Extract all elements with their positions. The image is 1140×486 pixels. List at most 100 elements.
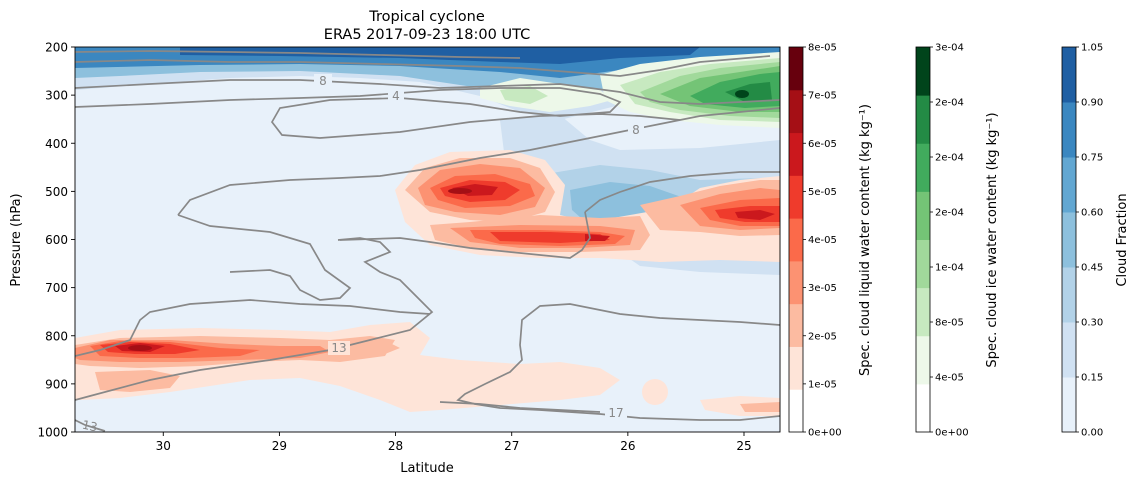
contour-line-mid-5 bbox=[339, 211, 591, 259]
contour-label-bg bbox=[328, 341, 350, 355]
colorbar-frame bbox=[915, 46, 931, 433]
contour-label: 13 bbox=[331, 341, 346, 355]
colorbar-tick-label: 0.00 bbox=[1081, 428, 1103, 439]
y-axis-label: Pressure (hPa) bbox=[9, 193, 24, 286]
contour-label: 17 bbox=[608, 406, 623, 420]
colorbar-tick-label: 0e+00 bbox=[935, 428, 969, 439]
colorbar-tick-label: 0.90 bbox=[1081, 98, 1103, 109]
y-tick-label: 200 bbox=[45, 41, 68, 55]
colorbar-segment bbox=[916, 143, 930, 192]
colorbar-segment bbox=[916, 95, 930, 144]
contour-line-8-right bbox=[177, 107, 780, 216]
contour-line-mid-2 bbox=[75, 237, 434, 401]
x-tick-label: 27 bbox=[504, 439, 519, 453]
contour-label: 8 bbox=[632, 123, 640, 137]
colorbar-tick-label: 1.05 bbox=[1081, 43, 1103, 54]
colorbar-tick-label: 0.45 bbox=[1081, 263, 1103, 274]
contour-label: 8 bbox=[319, 74, 327, 88]
colorbar-ice-water: 0e+00 4e-05 8e-05 1e-04 2e-04 2e-04 2e-04 3e-04 bbox=[915, 43, 969, 439]
colorbar-segment bbox=[789, 303, 803, 347]
liquid-water-upper-core bbox=[448, 188, 472, 194]
colorbar-segment bbox=[789, 89, 803, 134]
x-tick-label: 25 bbox=[736, 439, 751, 453]
y-tick-label: 700 bbox=[45, 281, 68, 295]
colorbar-segment bbox=[916, 383, 930, 433]
colorbar-segment bbox=[1062, 267, 1076, 323]
colorbar-tick-label: 7e-05 bbox=[808, 91, 837, 102]
x-tick-label: 30 bbox=[156, 439, 171, 453]
colorbar-tick-label: 0.30 bbox=[1081, 318, 1103, 329]
x-axis-label: Latitude bbox=[400, 461, 454, 476]
y-tick-label: 600 bbox=[45, 233, 68, 247]
liquid-water-upper-l6 bbox=[452, 184, 775, 241]
y-tick-label: 400 bbox=[45, 137, 68, 151]
colorbar-segment bbox=[916, 287, 930, 337]
colorbar-cloud-fraction-label: Cloud Fraction bbox=[1115, 193, 1130, 286]
y-tick-label: 500 bbox=[45, 185, 68, 199]
colorbar-tick-label: 4e-05 bbox=[808, 235, 837, 246]
colorbar-tick-label: 5e-05 bbox=[808, 187, 837, 198]
colorbar-tick-label: 2e-04 bbox=[935, 98, 964, 109]
colorbar-segment bbox=[1062, 322, 1076, 378]
contour-line-17 bbox=[439, 401, 601, 413]
x-axis-ticks: 30 29 28 27 26 25 bbox=[156, 432, 752, 453]
y-tick-label: 300 bbox=[45, 89, 68, 103]
colorbar-tick-label: 1e-05 bbox=[808, 379, 837, 390]
contour-label-bg bbox=[388, 89, 404, 103]
liquid-water-blob bbox=[642, 379, 668, 405]
contour-line-top-2 bbox=[75, 55, 771, 77]
colorbar-segment bbox=[1062, 157, 1076, 213]
colorbar-liquid-water-label: Spec. cloud liquid water content (kg kg⁻… bbox=[858, 104, 873, 376]
ice-water-field bbox=[480, 52, 780, 128]
contour-line-13-bottom bbox=[75, 419, 106, 432]
colorbar-tick-label: 2e-04 bbox=[935, 208, 964, 219]
contour-label-bg bbox=[628, 123, 644, 137]
colorbar-tick-label: 8e-05 bbox=[808, 43, 837, 54]
colorbar-segment bbox=[1062, 377, 1076, 433]
colorbar-tick-label: 0.75 bbox=[1081, 153, 1103, 164]
liquid-water-upper-l4 bbox=[430, 174, 780, 246]
contour-line-top-1 bbox=[75, 50, 521, 59]
colorbar-tick-label: 2e-04 bbox=[935, 153, 964, 164]
colorbar-tick-label: 0e+00 bbox=[808, 428, 842, 439]
ice-water-right-core bbox=[735, 90, 749, 98]
ice-water-right-l6 bbox=[725, 82, 772, 102]
colorbar-liquid-water: 0e+00 1e-05 2e-05 3e-05 4e-05 5e-05 6e-05 7e-05… bbox=[788, 43, 842, 439]
colorbar-frame bbox=[1061, 46, 1077, 433]
x-tick-label: 26 bbox=[620, 439, 635, 453]
colorbar-segment bbox=[916, 239, 930, 289]
colorbar-segment bbox=[789, 218, 803, 262]
ice-water-left-patch-inner bbox=[500, 86, 548, 104]
colorbar-segment bbox=[789, 260, 803, 305]
colorbar-segment bbox=[789, 346, 803, 390]
plot-area: 8 4 8 13 17 13 bbox=[75, 47, 780, 435]
liquid-water-low-core bbox=[128, 345, 152, 351]
colorbar-segment bbox=[916, 191, 930, 240]
contour-lines bbox=[75, 50, 780, 432]
contour-label-bg bbox=[314, 74, 332, 88]
y-tick-label: 900 bbox=[45, 377, 68, 391]
contour-line-mid-1 bbox=[177, 214, 352, 301]
x-tick-label: 29 bbox=[272, 439, 287, 453]
colorbar-tick-label: 0.15 bbox=[1081, 373, 1103, 384]
contour-label: 13 bbox=[81, 418, 99, 435]
colorbar-tick-label: 0.60 bbox=[1081, 208, 1103, 219]
colorbar-segment bbox=[789, 389, 803, 433]
colorbar-segment bbox=[789, 132, 803, 176]
y-axis-ticks: 200 300 400 500 600 700 800 900 1000 bbox=[37, 41, 75, 440]
contour-line-8-left bbox=[75, 79, 780, 105]
liquid-water-bottom-right-inner bbox=[740, 402, 780, 412]
colorbar-cloud-fraction: 0.00 0.15 0.30 0.45 0.60 0.75 0.90 1.05 bbox=[1061, 43, 1103, 439]
y-tick-label: 1000 bbox=[37, 426, 68, 440]
contour-line-4 bbox=[75, 87, 681, 139]
contour-label-bg bbox=[605, 406, 627, 420]
chart-title: Tropical cyclone bbox=[368, 9, 485, 25]
colorbar-segment bbox=[789, 175, 803, 219]
colorbar-segment bbox=[1062, 212, 1076, 268]
colorbar-segment bbox=[1062, 102, 1076, 158]
y-tick-label: 800 bbox=[45, 329, 68, 343]
liquid-water-field bbox=[75, 150, 780, 416]
colorbar-tick-label: 6e-05 bbox=[808, 139, 837, 150]
colorbar-tick-label: 8e-05 bbox=[935, 318, 964, 329]
